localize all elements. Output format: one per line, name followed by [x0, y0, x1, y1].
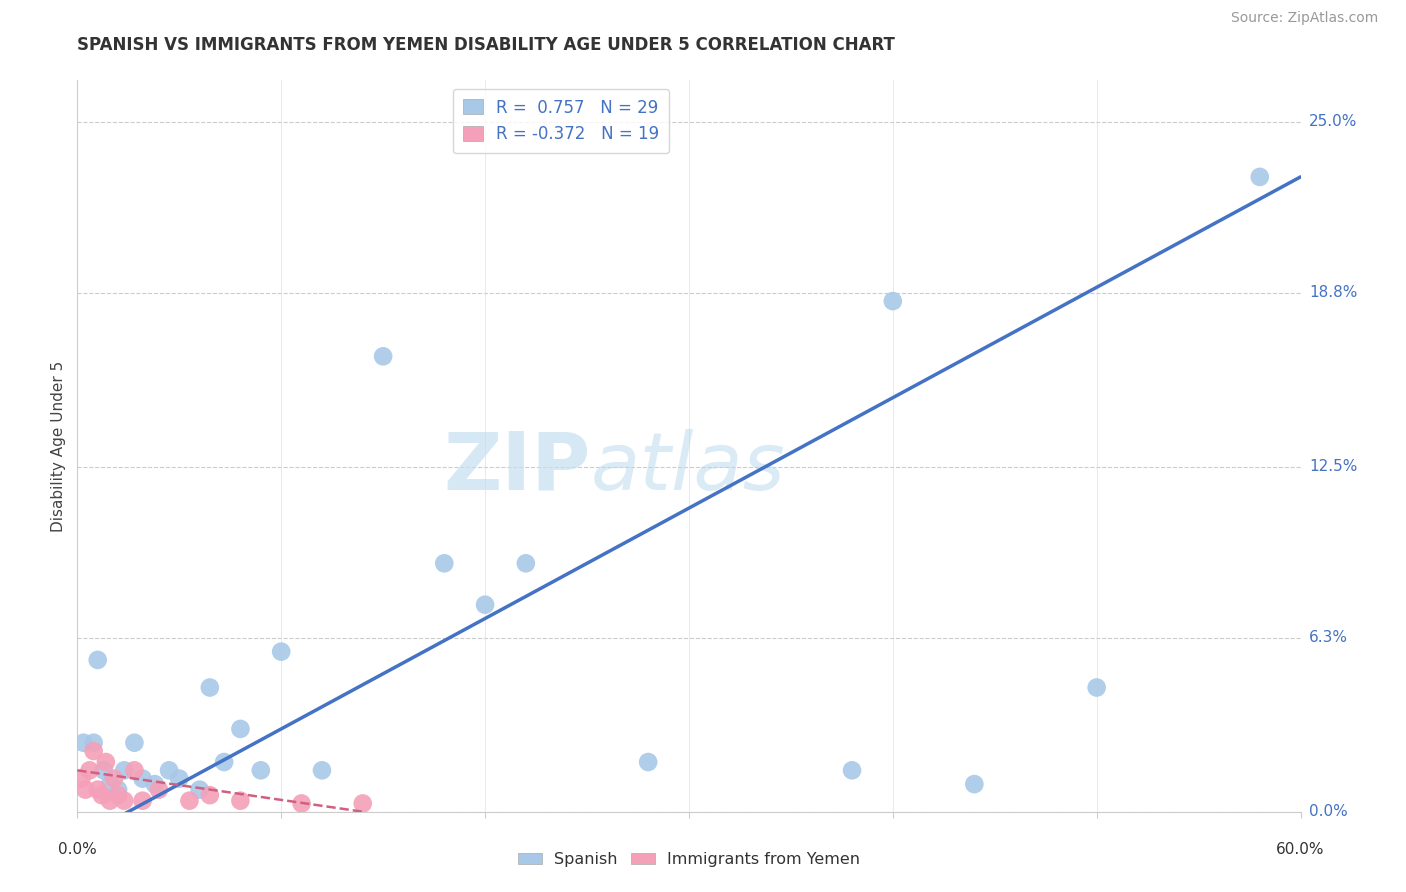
Point [198, 681, 221, 695]
Text: 60.0%: 60.0% [1277, 842, 1324, 857]
Point [882, 294, 904, 309]
Point [70, 772, 93, 786]
Point [131, 772, 153, 786]
Point [270, 645, 292, 659]
Point [79, 764, 101, 778]
Point [98, 777, 121, 791]
Point [212, 755, 235, 769]
Point [90, 788, 112, 802]
Point [93, 764, 115, 778]
Point [433, 557, 456, 571]
Point [87, 653, 110, 667]
Legend: Spanish, Immigrants from Yemen: Spanish, Immigrants from Yemen [512, 846, 866, 873]
Point [83, 744, 105, 758]
Point [131, 794, 153, 808]
Y-axis label: Disability Age Under 5: Disability Age Under 5 [51, 360, 66, 532]
Text: atlas: atlas [591, 429, 786, 507]
Point [371, 349, 394, 363]
Point [311, 764, 333, 778]
Text: 6.3%: 6.3% [1309, 631, 1348, 645]
Point [963, 777, 986, 791]
Point [841, 764, 863, 778]
Point [179, 794, 201, 808]
Point [474, 598, 496, 612]
Point [148, 782, 170, 797]
Point [124, 736, 146, 750]
Point [1249, 169, 1271, 184]
Point [75, 782, 97, 797]
Point [250, 764, 273, 778]
Point [94, 755, 117, 769]
Point [515, 557, 537, 571]
Point [107, 782, 129, 797]
Text: 12.5%: 12.5% [1309, 459, 1357, 475]
Text: 0.0%: 0.0% [58, 842, 97, 857]
Point [188, 782, 211, 797]
Point [157, 764, 180, 778]
Point [87, 782, 110, 797]
Point [352, 797, 374, 811]
Point [83, 736, 105, 750]
Point [637, 755, 659, 769]
Point [229, 794, 252, 808]
Point [1085, 681, 1108, 695]
Point [124, 764, 146, 778]
Text: 18.8%: 18.8% [1309, 285, 1357, 301]
Point [198, 788, 221, 802]
Point [107, 788, 129, 802]
Text: SPANISH VS IMMIGRANTS FROM YEMEN DISABILITY AGE UNDER 5 CORRELATION CHART: SPANISH VS IMMIGRANTS FROM YEMEN DISABIL… [77, 36, 896, 54]
Text: 0.0%: 0.0% [1309, 805, 1347, 819]
Point [229, 722, 252, 736]
Text: Source: ZipAtlas.com: Source: ZipAtlas.com [1230, 12, 1378, 25]
Point [143, 777, 166, 791]
Point [72, 736, 94, 750]
Text: 25.0%: 25.0% [1309, 114, 1357, 129]
Point [112, 764, 135, 778]
Text: ZIP: ZIP [444, 429, 591, 507]
Point [290, 797, 312, 811]
Point [103, 772, 125, 786]
Point [112, 794, 135, 808]
Point [169, 772, 191, 786]
Point [98, 794, 121, 808]
